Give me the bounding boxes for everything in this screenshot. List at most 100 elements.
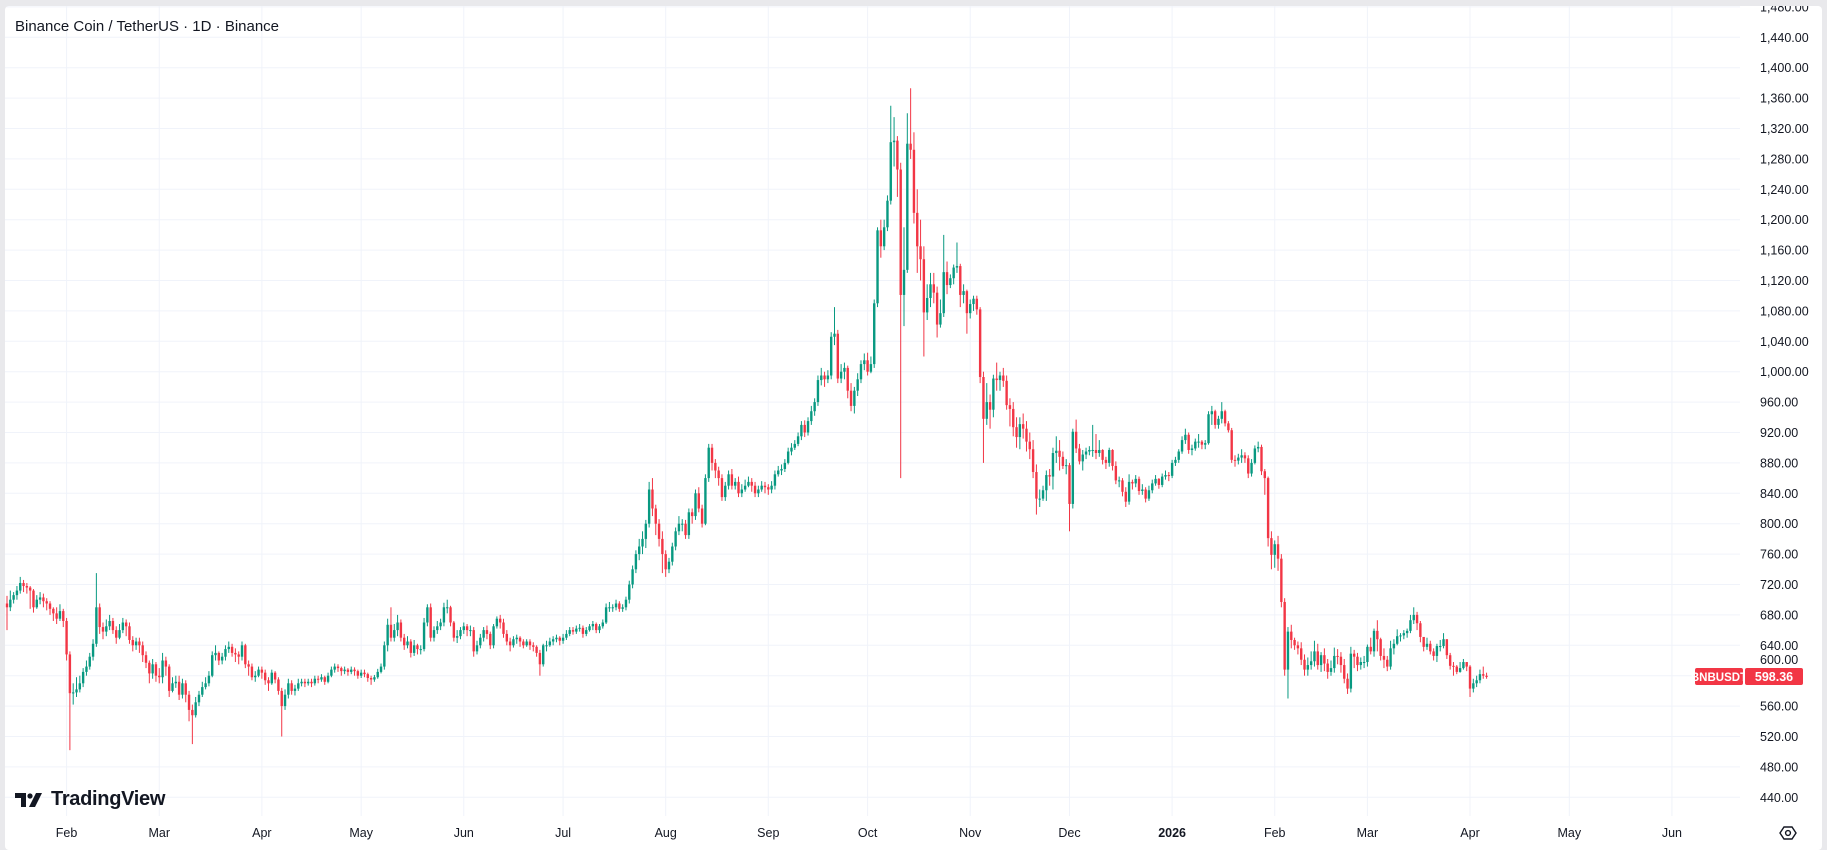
candle-body xyxy=(575,628,578,632)
candle-body xyxy=(452,622,456,638)
candle-body xyxy=(171,683,174,691)
candle xyxy=(687,508,691,539)
candle xyxy=(929,272,932,308)
candle-body xyxy=(498,618,502,623)
candle xyxy=(548,637,552,647)
candle-body xyxy=(1170,462,1174,476)
candle-body xyxy=(409,641,413,653)
candle-body xyxy=(810,411,813,422)
candle xyxy=(1207,411,1210,445)
gear-icon[interactable] xyxy=(1779,824,1797,842)
candle xyxy=(1396,629,1399,646)
candle xyxy=(1078,443,1081,465)
candle-body xyxy=(35,599,38,608)
candle-body xyxy=(614,603,618,608)
candle xyxy=(12,592,15,604)
candle xyxy=(1286,627,1290,699)
price-axis[interactable]: 1,480.00 1,440.00 1,400.00 1,360.00 1,320.00… xyxy=(1760,6,1809,805)
candle xyxy=(316,675,320,684)
candle-body xyxy=(287,683,290,695)
candle-body xyxy=(1412,614,1415,621)
candle xyxy=(455,630,459,644)
candle-body xyxy=(1078,448,1081,462)
candle-body xyxy=(273,672,277,680)
candle-body xyxy=(429,607,432,638)
candle xyxy=(369,675,373,685)
candle xyxy=(1041,485,1045,501)
candle xyxy=(922,246,926,357)
candle-body xyxy=(694,493,697,517)
candle-body xyxy=(1081,454,1084,462)
candle-body xyxy=(1174,459,1177,463)
candle xyxy=(1442,633,1445,649)
candle xyxy=(760,481,763,492)
candle xyxy=(1160,473,1164,488)
candle-body xyxy=(95,607,98,644)
candle xyxy=(763,481,767,494)
candle xyxy=(184,680,187,703)
candle xyxy=(1296,641,1300,655)
candle-body xyxy=(1313,651,1316,662)
candle xyxy=(1263,468,1266,495)
candle-body xyxy=(475,645,479,652)
candle-body xyxy=(760,485,763,490)
candle-body xyxy=(263,672,267,681)
candle-body xyxy=(1094,449,1098,454)
candle xyxy=(654,504,657,536)
candle xyxy=(767,484,770,495)
candle xyxy=(58,604,62,621)
candle xyxy=(1482,666,1485,679)
candle xyxy=(995,362,998,391)
candle-body xyxy=(813,402,816,412)
candle xyxy=(624,596,628,611)
candle xyxy=(194,696,197,718)
tradingview-logo[interactable]: TradingView xyxy=(15,788,165,811)
candle-body xyxy=(1389,648,1392,667)
candle xyxy=(935,286,939,338)
candle-body xyxy=(638,546,641,555)
y-tick-label: 1,320.00 xyxy=(1760,122,1809,136)
candle-body xyxy=(949,278,952,286)
candle xyxy=(263,669,267,685)
candle xyxy=(1455,665,1458,675)
candle-body xyxy=(1309,661,1313,666)
candle-body xyxy=(247,664,250,667)
candle xyxy=(207,671,211,687)
candle-body xyxy=(800,424,803,437)
y-tick-label: 1,080.00 xyxy=(1760,304,1809,318)
candle-body xyxy=(988,402,992,410)
time-axis[interactable]: Feb Mar Apr May Jun Jul Aug Sep Oct Nov Dec 2026 Feb… xyxy=(56,826,1682,840)
candle xyxy=(409,639,413,658)
candle-body xyxy=(1061,456,1065,466)
candle-body xyxy=(1352,653,1356,657)
candle-body xyxy=(307,681,310,684)
candle-body xyxy=(68,654,72,694)
candle-body xyxy=(177,681,181,695)
x-tick-label: Feb xyxy=(1264,826,1286,840)
candle xyxy=(475,640,479,655)
candle-body xyxy=(925,297,929,313)
candle-body xyxy=(551,639,555,642)
candlestick-chart[interactable]: 1,480.00 1,440.00 1,400.00 1,360.00 1,320.00… xyxy=(5,6,1822,850)
candle xyxy=(1409,614,1412,634)
candle-body xyxy=(826,375,830,380)
candle xyxy=(1180,436,1184,454)
candle xyxy=(1462,658,1465,670)
candle xyxy=(1306,657,1310,676)
candle xyxy=(333,663,336,673)
y-tick-label: 1,000.00 xyxy=(1760,365,1809,379)
candle-body xyxy=(750,481,753,486)
candle-body xyxy=(555,637,558,640)
candle-body xyxy=(1349,653,1353,689)
candle-body xyxy=(1220,411,1223,419)
candle xyxy=(449,605,452,627)
candle-body xyxy=(628,584,631,600)
candle-body xyxy=(820,375,823,381)
candle xyxy=(1237,453,1240,465)
candle xyxy=(786,447,790,465)
candle xyxy=(1124,487,1127,507)
candle xyxy=(816,375,820,406)
candle xyxy=(1472,678,1475,693)
candle xyxy=(667,557,671,574)
candle xyxy=(131,636,134,652)
